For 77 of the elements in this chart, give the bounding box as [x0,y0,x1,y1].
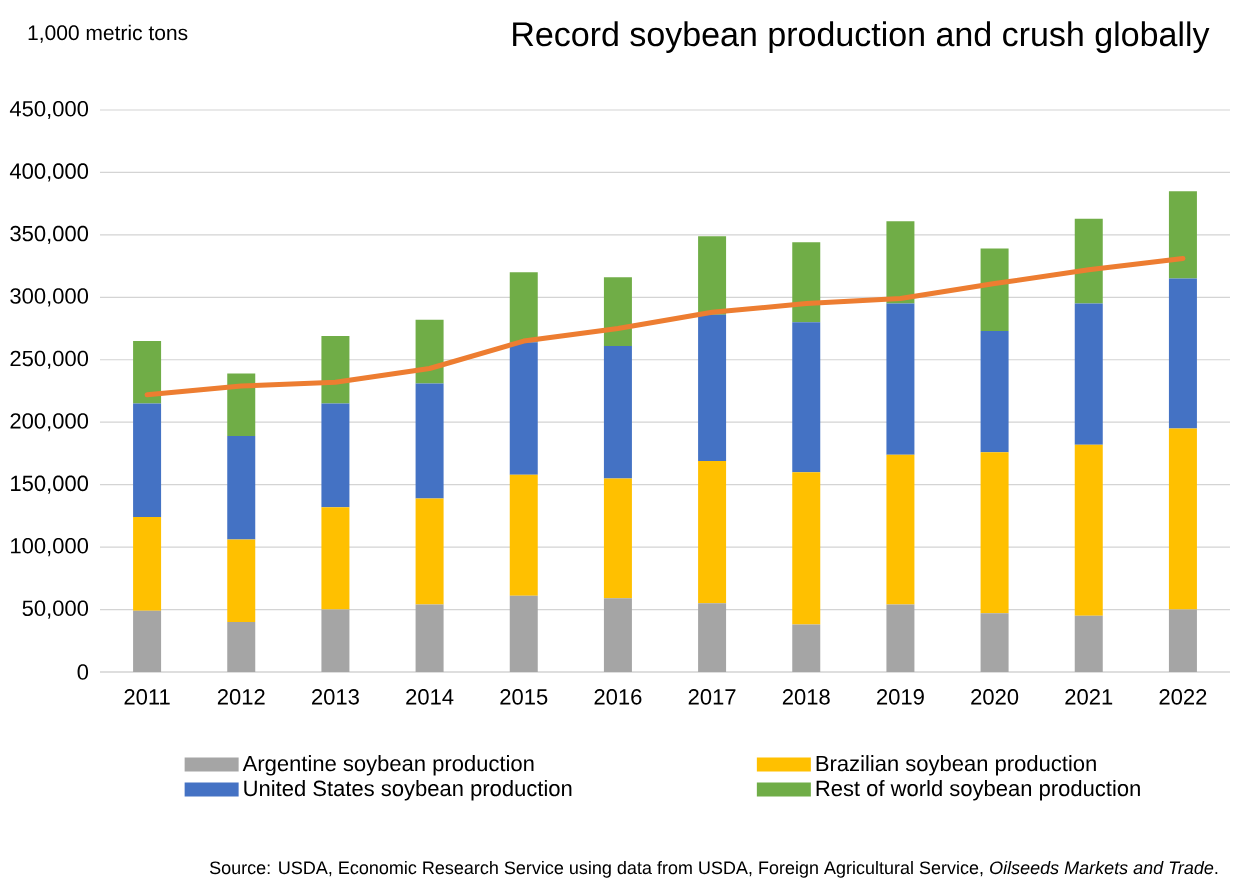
x-tick-label: 2013 [312,689,359,705]
y-tick-label: 0 [77,664,89,680]
bar [509,342,538,475]
bar [415,383,444,499]
bar [980,613,1009,672]
x-tick-label: 2020 [971,689,1019,705]
bar [321,336,350,404]
x-tick-label: 2022 [1159,689,1207,705]
bar [227,622,256,672]
bar [1168,428,1197,610]
bar [509,272,538,343]
source-note: Source: USDA, Economic Research Service using data from USDA, Foreign Agricultural Service, Oilseeds Markets and Trade. [209,860,1218,878]
bar [792,624,821,672]
y-tick-label: 50,000 [22,600,89,619]
bar [698,314,727,461]
legend-label: Rest of world soybean production [816,780,1140,801]
bar [886,454,915,605]
bar [603,277,632,347]
bar [415,498,444,605]
bar [792,242,821,323]
x-tick-label: 2016 [594,689,642,705]
legend-label: Brazilian soybean production [816,755,1096,776]
y-tick-label: 100,000 [11,538,89,557]
bar [980,248,1009,332]
bar [792,322,821,473]
bar [321,609,350,672]
x-tick-label: 2021 [1065,689,1113,705]
bar [886,221,915,304]
bar [133,517,162,611]
bar [886,604,915,672]
y-tick-label: 200,000 [10,413,89,432]
bar [227,373,256,436]
bar [509,595,538,672]
bar [415,604,444,672]
bar [1168,191,1197,279]
bar [133,341,162,404]
x-tick-label: 2012 [217,689,265,705]
y-axis-title: 1,000 metric tons [28,24,188,43]
legend-label: Argentine soybean production [242,755,534,776]
x-tick-label: 2018 [782,689,830,705]
bar [133,610,162,672]
bar [698,236,727,315]
bar [603,346,632,479]
x-tick-label: 2011 [124,689,170,705]
legend-label: United States soybean production [244,780,572,801]
chart-title: Record soybean production and crush globally [513,21,1210,54]
bar [698,460,727,604]
bar [1074,218,1103,304]
bar [227,539,256,623]
bar [1074,303,1103,445]
bar [1074,615,1103,672]
bar [227,435,256,540]
bar [509,474,538,596]
x-tick-label: 2015 [500,689,548,705]
bar [415,319,444,384]
y-tick-label: 150,000 [11,475,89,494]
bar [980,452,1009,614]
bar [321,403,350,508]
bar [886,303,915,455]
bar [1074,444,1103,616]
bar [321,507,350,610]
y-tick-label: 250,000 [10,350,89,369]
y-tick-label: 450,000 [9,100,89,120]
bar [792,472,821,625]
x-tick-label: 2014 [406,689,454,705]
bar [980,331,1009,453]
bar [1168,278,1197,429]
x-tick-label: 2019 [877,689,924,705]
bar [698,603,727,672]
y-tick-label: 300,000 [10,288,89,307]
x-tick-label: 2017 [688,689,736,705]
bar [1168,609,1197,672]
bar [133,403,162,518]
bar [603,598,632,672]
y-tick-label: 400,000 [9,163,89,182]
bar [603,478,632,599]
y-tick-label: 350,000 [10,225,89,244]
